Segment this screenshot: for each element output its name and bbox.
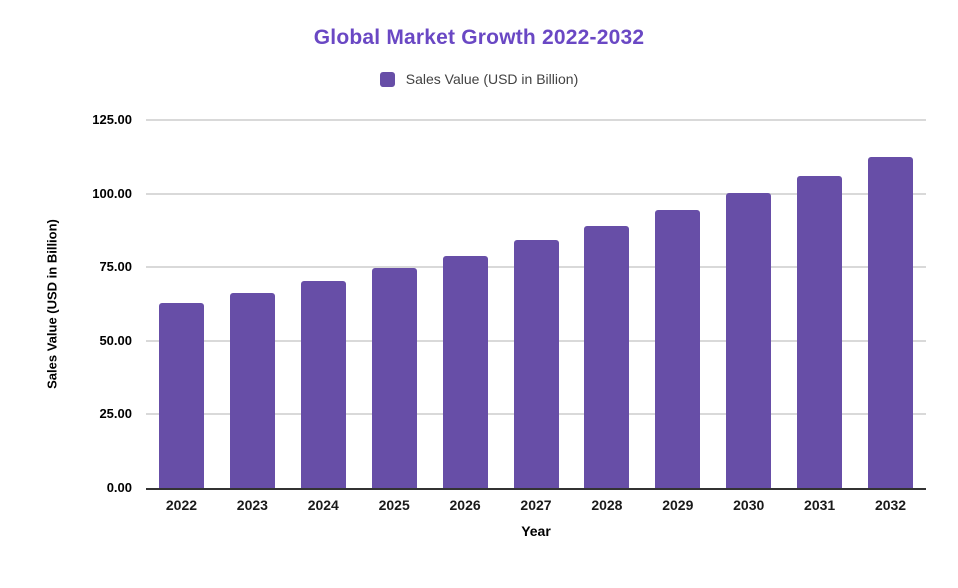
x-tick-label: 2025 bbox=[378, 497, 410, 513]
bar-2025 bbox=[371, 268, 417, 488]
x-tick-label: 2022 bbox=[165, 497, 198, 513]
y-tick-label: 0.00 bbox=[106, 480, 132, 495]
bar-2023 bbox=[229, 293, 275, 488]
y-tick-label: 25.00 bbox=[99, 406, 132, 422]
x-axis-title: Year bbox=[521, 523, 551, 539]
y-tick-label: 75.00 bbox=[99, 259, 132, 275]
bar-2029 bbox=[655, 210, 701, 488]
gridline bbox=[146, 192, 926, 195]
legend-label: Sales Value (USD in Billion) bbox=[405, 71, 579, 87]
plot-area bbox=[146, 119, 926, 490]
bar-2028 bbox=[584, 225, 630, 488]
bar-2030 bbox=[726, 193, 772, 488]
legend-swatch-icon bbox=[379, 71, 395, 87]
bar-2024 bbox=[300, 281, 346, 488]
bar-2027 bbox=[513, 240, 559, 488]
x-tick-label: 2031 bbox=[804, 497, 836, 513]
x-tick-label: 2029 bbox=[662, 497, 694, 513]
x-tick-label: 2030 bbox=[733, 497, 765, 513]
x-axis-tick-labels: 2022 2023 2024 2025 2026 2027 2028 2029 2030 2031… bbox=[146, 497, 926, 515]
bar-2032 bbox=[868, 157, 914, 488]
legend: Sales Value (USD in Billion) bbox=[0, 71, 958, 87]
x-tick-label: 2024 bbox=[307, 497, 339, 513]
y-axis-tick-labels: 0.00 25.00 50.00 75.00 100.00 125.00 bbox=[0, 112, 132, 495]
x-tick-label: 2027 bbox=[520, 497, 552, 513]
bar-2022 bbox=[158, 303, 204, 488]
chart-title: Global Market Growth 2022-2032 bbox=[313, 26, 645, 49]
gridline bbox=[146, 119, 926, 121]
x-tick-label: 2026 bbox=[449, 497, 481, 513]
bar-2031 bbox=[797, 175, 843, 488]
y-tick-label: 100.00 bbox=[92, 185, 132, 201]
x-tick-label: 2032 bbox=[874, 497, 907, 513]
y-tick-label: 125.00 bbox=[92, 112, 132, 127]
bar-2026 bbox=[442, 255, 488, 488]
x-tick-label: 2028 bbox=[591, 497, 623, 513]
x-tick-label: 2023 bbox=[236, 497, 268, 513]
y-tick-label: 50.00 bbox=[99, 332, 132, 348]
